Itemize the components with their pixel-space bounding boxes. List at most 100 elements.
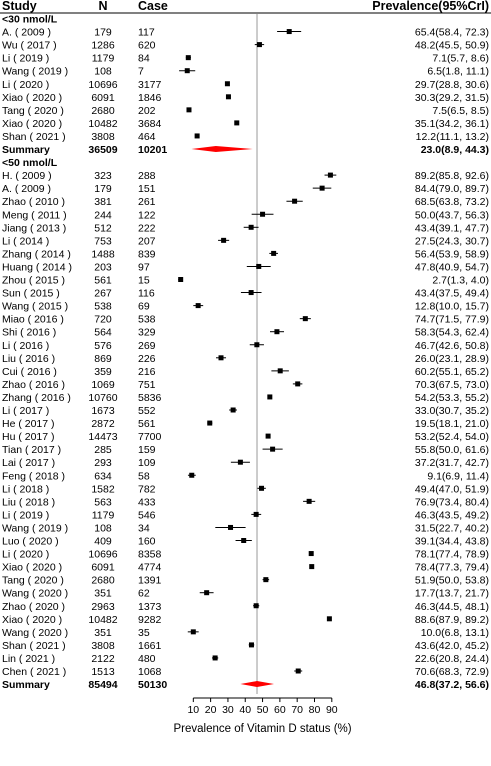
row-study: Meng ( 2011 ) bbox=[2, 209, 67, 221]
row-study: Zhao ( 2020 ) bbox=[2, 601, 65, 613]
row-case: 552 bbox=[138, 405, 156, 417]
row-case: 7700 bbox=[138, 431, 162, 443]
row-n: 1488 bbox=[91, 248, 115, 260]
group-label: <50 nmol/L bbox=[2, 157, 58, 169]
x-axis: 10 20 30 40 50 60 70 80 90 Prevalence of Vitamin… bbox=[173, 697, 352, 735]
row-case: 122 bbox=[138, 209, 156, 221]
row-study: Zhao ( 2016 ) bbox=[2, 379, 65, 391]
row-study: Chen ( 2021 ) bbox=[2, 666, 66, 678]
row-n: 634 bbox=[94, 470, 112, 482]
row-case: 480 bbox=[138, 653, 156, 665]
point-estimate bbox=[228, 524, 234, 530]
row-n: 14473 bbox=[88, 431, 117, 443]
row-study: Liu ( 2016 ) bbox=[2, 353, 55, 365]
row-ci: 70.3(67.5, 73.0) bbox=[415, 379, 489, 391]
row-case: 216 bbox=[138, 366, 156, 378]
row-ci: 26.0(23.1, 28.9) bbox=[415, 353, 489, 365]
row-ci: 46.3(44.5, 48.1) bbox=[415, 601, 489, 613]
point-estimate bbox=[204, 590, 210, 596]
row-ci: 46.3(43.5, 49.2) bbox=[415, 509, 489, 521]
row-case: 261 bbox=[138, 196, 156, 208]
header-case: Case bbox=[138, 0, 168, 13]
point-estimate bbox=[186, 107, 192, 113]
row-case: 1661 bbox=[138, 640, 162, 652]
point-estimate bbox=[248, 290, 254, 296]
row-n: 179 bbox=[94, 183, 112, 195]
study-rows: <30 nmol/LA. ( 2009 ) 179 117 65.4(58.4, 72… bbox=[2, 14, 489, 692]
row-ci: 54.2(53.3, 55.2) bbox=[415, 392, 489, 404]
row-case: 329 bbox=[138, 327, 156, 339]
point-estimate bbox=[218, 355, 224, 361]
row-ci: 2.7(1.3, 4.0) bbox=[432, 275, 489, 287]
row-ci: 6.5(1.8, 11.1) bbox=[427, 66, 489, 78]
row-case: 10201 bbox=[138, 144, 167, 156]
row-ci: 88.6(87.9, 89.2) bbox=[415, 614, 489, 626]
point-estimate bbox=[254, 342, 260, 348]
row-n: 203 bbox=[94, 261, 112, 273]
row-case: 222 bbox=[138, 222, 156, 234]
row-ci: 37.2(31.7, 42.7) bbox=[415, 457, 489, 469]
row-n: 1179 bbox=[92, 53, 115, 65]
row-case: 839 bbox=[138, 248, 156, 260]
row-ci: 35.1(34.2, 36.1) bbox=[415, 118, 489, 130]
point-estimate bbox=[271, 250, 277, 256]
x-axis-label: Prevalence of Vitamin D status (%) bbox=[173, 723, 351, 735]
row-case: 69 bbox=[138, 301, 150, 313]
row-ci: 31.5(22.7, 40.2) bbox=[415, 522, 489, 534]
row-study: Zhang ( 2016 ) bbox=[2, 392, 71, 404]
x-tick-label: 80 bbox=[309, 704, 321, 716]
row-ci: 43.4(39.1, 47.7) bbox=[415, 222, 489, 234]
point-estimate bbox=[263, 577, 269, 583]
point-estimate bbox=[190, 629, 196, 635]
point-estimate bbox=[241, 538, 247, 543]
point-estimate bbox=[189, 472, 195, 478]
row-ci: 23.0(8.9, 44.3) bbox=[421, 144, 489, 156]
row-case: 35 bbox=[138, 627, 150, 639]
x-tick-label: 70 bbox=[291, 704, 303, 716]
row-study: Lin ( 2021 ) bbox=[2, 653, 55, 665]
x-tick-label: 90 bbox=[326, 704, 338, 716]
row-ci: 84.4(79.0, 89.7) bbox=[415, 183, 489, 195]
row-ci: 10.0(6.8, 13.1) bbox=[421, 627, 489, 639]
row-ci: 22.6(20.8, 24.4) bbox=[415, 653, 489, 665]
row-ci: 89.2(85.8, 92.6) bbox=[415, 170, 489, 182]
row-study: Li ( 2020 ) bbox=[2, 79, 49, 91]
row-ci: 53.2(52.4, 54.0) bbox=[415, 431, 489, 443]
row-case: 62 bbox=[138, 588, 150, 600]
row-study: Jiang ( 2013 ) bbox=[2, 222, 66, 234]
row-case: 4774 bbox=[138, 562, 162, 574]
row-n: 10696 bbox=[88, 549, 117, 561]
row-case: 207 bbox=[138, 235, 156, 247]
row-ci: 76.9(73.4, 80.4) bbox=[415, 496, 489, 508]
x-axis-ticks: 10 20 30 40 50 60 70 80 90 bbox=[187, 698, 338, 716]
point-estimate bbox=[184, 68, 190, 74]
row-n: 1179 bbox=[92, 509, 115, 521]
row-n: 3808 bbox=[91, 131, 115, 143]
row-n: 359 bbox=[94, 366, 112, 378]
point-estimate bbox=[253, 511, 259, 517]
x-tick-label: 60 bbox=[274, 704, 286, 716]
row-ci: 12.2(11.1, 13.2) bbox=[416, 131, 489, 143]
row-study: Sun ( 2015 ) bbox=[2, 288, 60, 300]
column-headers: Study N Case Prevalence(95%CrI) bbox=[2, 0, 489, 13]
point-estimate bbox=[259, 485, 265, 491]
row-study: Shi ( 2016 ) bbox=[2, 327, 56, 339]
row-case: 50130 bbox=[138, 679, 167, 691]
row-n: 6091 bbox=[91, 92, 115, 104]
row-ci: 43.6(42.0, 45.2) bbox=[415, 640, 489, 652]
row-case: 1391 bbox=[138, 575, 162, 587]
point-estimate bbox=[230, 407, 236, 413]
point-estimate bbox=[221, 237, 227, 243]
row-study: Tang ( 2020 ) bbox=[2, 575, 64, 587]
row-ci: 60.2(55.1, 65.2) bbox=[415, 366, 489, 378]
point-estimate bbox=[306, 498, 312, 504]
row-ci: 65.4(58.4, 72.3) bbox=[415, 27, 489, 39]
row-ci: 19.5(18.1, 21.0) bbox=[415, 418, 489, 430]
row-case: 58 bbox=[138, 470, 150, 482]
row-ci: 46.8(37.2, 56.6) bbox=[415, 679, 489, 691]
row-n: 108 bbox=[94, 66, 112, 78]
point-estimate bbox=[256, 263, 262, 269]
row-n: 267 bbox=[94, 288, 112, 300]
point-estimate bbox=[185, 55, 191, 61]
row-study: Shan ( 2021 ) bbox=[2, 131, 66, 143]
